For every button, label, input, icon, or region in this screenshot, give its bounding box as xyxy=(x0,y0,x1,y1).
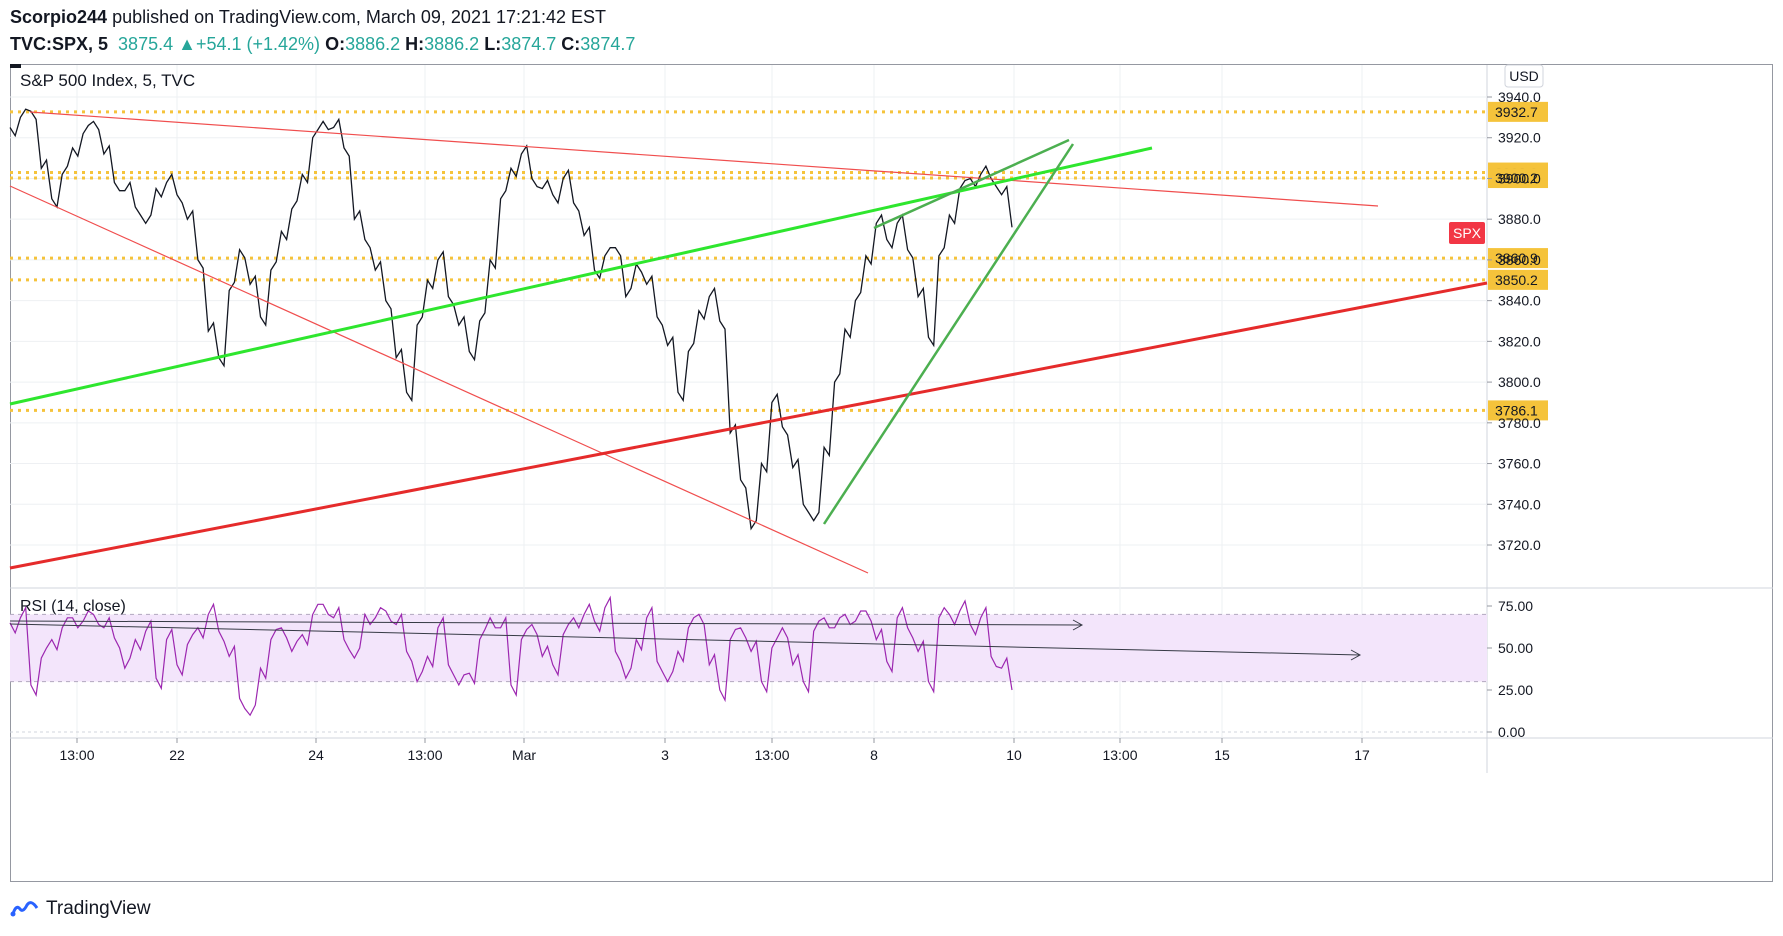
channel-upper-line xyxy=(873,138,1070,230)
publish-info: Scorpio244 published on TradingView.com,… xyxy=(10,6,606,28)
open-label: O: xyxy=(325,34,346,54)
rsi-y-tick-label: 0.00 xyxy=(1498,724,1525,740)
level-tag-label: 3850.2 xyxy=(1495,272,1538,288)
last-price: 3875.4 xyxy=(118,34,174,54)
author-name[interactable]: Scorpio244 xyxy=(10,7,108,27)
level-tag xyxy=(1488,400,1548,421)
chart-frame xyxy=(10,64,1773,882)
pane-marker xyxy=(10,64,21,68)
tradingview-logo-icon xyxy=(10,901,39,917)
x-tick-label: 22 xyxy=(169,747,185,763)
x-tick-label: Mar xyxy=(512,747,536,763)
y-tick-label: 3940.0 xyxy=(1498,89,1541,105)
level-tag xyxy=(1488,168,1548,189)
rsi-arrow-upper xyxy=(9,620,1083,626)
low-value: 3874.7 xyxy=(501,34,557,54)
channel-lower-line xyxy=(822,143,1075,525)
price-line xyxy=(9,108,1013,531)
y-tick-label: 3740.0 xyxy=(1498,496,1541,512)
footer: TradingView xyxy=(10,898,151,920)
close-label: C: xyxy=(561,34,581,54)
rsi-y-tick-label: 75.00 xyxy=(1498,598,1533,614)
x-tick-label: 13:00 xyxy=(407,747,442,763)
level-tag-label: 3786.1 xyxy=(1495,402,1538,418)
x-tick-label: 13:00 xyxy=(59,747,94,763)
y-tick-label: 3820.0 xyxy=(1498,333,1541,349)
y-tick-label: 3780.0 xyxy=(1498,415,1541,431)
y-tick-label: 3800.0 xyxy=(1498,374,1541,390)
x-tick-label: 8 xyxy=(870,747,878,763)
price-pane-title: S&P 500 Index, 5, TVC xyxy=(20,71,195,90)
rsi-line xyxy=(9,595,1013,717)
symbol-label: TVC:SPX, 5 xyxy=(10,34,109,54)
y-tick-label: 3880.0 xyxy=(1498,211,1541,227)
y-tick-label: 3920.0 xyxy=(1498,130,1541,146)
y-tick-label: 3860.0 xyxy=(1498,252,1541,268)
currency-label: USD xyxy=(1509,68,1539,84)
level-tag xyxy=(1488,269,1548,290)
rsi-arrow-upper-head xyxy=(1072,619,1084,631)
up-triangle-icon: ▲ xyxy=(178,34,196,54)
level-tag-label: 3900.2 xyxy=(1495,170,1538,186)
close-value: 3874.7 xyxy=(580,34,636,54)
x-tick-label: 10 xyxy=(1006,747,1022,763)
green-trendline xyxy=(9,146,1153,406)
rsi-y-tick-label: 25.00 xyxy=(1498,682,1533,698)
y-tick-label: 3900.0 xyxy=(1498,170,1541,186)
rsi-arrow-lower-head xyxy=(1350,649,1362,661)
rsi-y-tick-label: 50.00 xyxy=(1498,640,1533,656)
published-text: published on TradingView.com, March 09, … xyxy=(112,7,607,27)
y-tick-label: 3840.0 xyxy=(1498,293,1541,309)
low-label: L: xyxy=(484,34,502,54)
open-value: 3886.2 xyxy=(345,34,401,54)
spx-tag-label: SPX xyxy=(1453,225,1482,241)
high-value: 3886.2 xyxy=(424,34,480,54)
x-tick-label: 13:00 xyxy=(754,747,789,763)
high-label: H: xyxy=(405,34,425,54)
x-tick-label: 17 xyxy=(1354,747,1370,763)
symbol-info-line: TVC:SPX, 5 3875.4 ▲+54.1 (+1.42%) O:3886… xyxy=(10,33,635,55)
x-tick-label: 24 xyxy=(308,747,324,763)
x-tick-label: 15 xyxy=(1214,747,1230,763)
y-tick-label: 3720.0 xyxy=(1498,537,1541,553)
rsi-band xyxy=(10,614,1487,682)
thin-red-upper-trendline xyxy=(29,111,1379,207)
price-change: +54.1 (+1.42%) xyxy=(195,34,321,54)
red-support-trendline xyxy=(9,281,1488,570)
thin-red-lower-trendline xyxy=(9,185,869,574)
y-tick-label: 3760.0 xyxy=(1498,456,1541,472)
spx-tag xyxy=(1449,222,1485,244)
level-tag xyxy=(1488,248,1548,269)
x-tick-label: 3 xyxy=(661,747,669,763)
level-tag-label: 3860.9 xyxy=(1495,250,1538,266)
currency-box[interactable] xyxy=(1504,64,1544,88)
level-tag xyxy=(1488,101,1548,122)
footer-brand[interactable]: TradingView xyxy=(46,898,151,919)
level-tag-label: 3932.7 xyxy=(1495,104,1538,120)
rsi-pane-title: RSI (14, close) xyxy=(20,598,126,615)
x-tick-label: 13:00 xyxy=(1102,747,1137,763)
rsi-arrow-lower xyxy=(9,623,1361,656)
